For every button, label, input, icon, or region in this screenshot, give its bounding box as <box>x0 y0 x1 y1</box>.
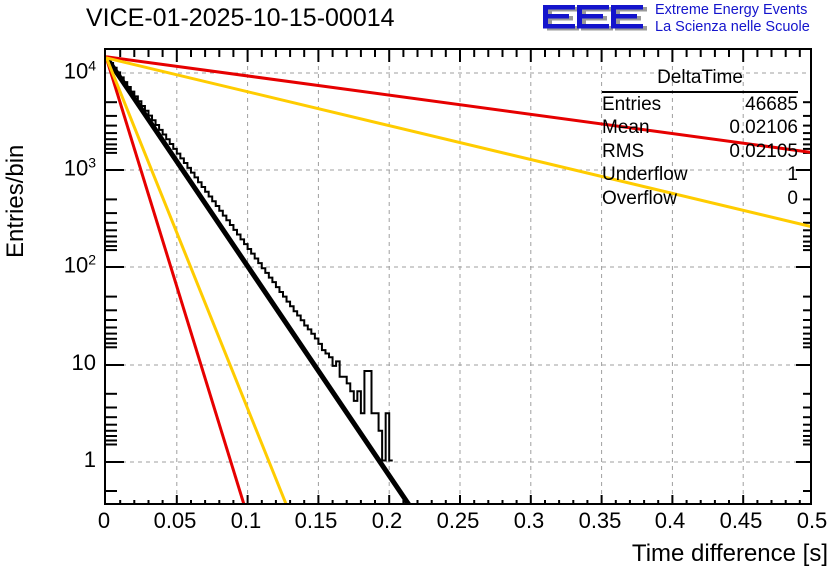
stats-label-underflow: Underflow <box>602 164 688 185</box>
x-tick-005: 0.05 <box>153 508 197 533</box>
x-tick-01: 0.1 <box>230 508 262 533</box>
eee-logo-line1: Extreme Energy Events <box>655 2 808 18</box>
y-tick-1e2: 102 <box>63 251 96 278</box>
y-tick-1e4: 104 <box>63 57 96 84</box>
ticks-log-minor <box>106 101 810 492</box>
y-tick-1: 1 <box>83 447 96 472</box>
data-curves <box>106 55 810 503</box>
fit-line-reference-red-shallow <box>106 55 810 154</box>
fit-line-reference-yellow-shallow <box>106 56 810 228</box>
eee-logo-text: Extreme Energy Events La Scienza nelle S… <box>655 2 810 36</box>
eee-mark-icon <box>543 5 647 31</box>
x-axis-title: Time difference [s] <box>631 540 828 567</box>
stats-box: DeltaTime Entries 46685 Mean 0.02106 RMS… <box>602 66 798 210</box>
stats-label-entries: Entries <box>602 93 662 115</box>
x-tick-03: 0.3 <box>513 508 545 533</box>
x-tick-05: 0.5 <box>796 508 828 533</box>
x-tick-04: 0.4 <box>654 508 686 533</box>
x-tick-02: 0.2 <box>371 508 403 533</box>
fit-line-reference-yellow-steep <box>106 56 288 503</box>
x-tick-035: 0.35 <box>578 508 622 533</box>
grid-horizontal <box>106 72 810 463</box>
x-tick-0: 0 <box>97 508 111 533</box>
x-tick-025: 0.25 <box>436 508 480 533</box>
eee-logo: Extreme Energy Events La Scienza nelle S… <box>541 2 833 38</box>
stats-row-mean: Mean 0.02106 <box>602 116 798 140</box>
stats-label-mean: Mean <box>602 117 650 138</box>
x-tick-045: 0.45 <box>719 508 763 533</box>
stats-row-entries: Entries 46685 <box>602 93 798 117</box>
stats-value-underflow: 1 <box>787 164 798 185</box>
fit-line-fit-black <box>106 55 411 503</box>
fit-line-reference-red-steep <box>106 56 246 503</box>
y-tick-10: 10 <box>71 350 96 375</box>
stats-title: DeltaTime <box>602 66 798 93</box>
stats-value-mean: 0.02106 <box>729 117 798 138</box>
stats-label-rms: RMS <box>602 140 645 162</box>
page-title: VICE-01-2025-10-15-00014 <box>86 4 395 32</box>
ticks-top <box>119 50 801 62</box>
stats-value-overflow: 0 <box>787 187 798 209</box>
stats-row-underflow: Underflow 1 <box>602 163 798 187</box>
stats-row-overflow: Overflow 0 <box>602 187 798 211</box>
plot-canvas <box>106 50 810 503</box>
stats-label-overflow: Overflow <box>602 187 677 209</box>
y-tick-1e3: 103 <box>63 154 96 181</box>
ticks-bottom <box>119 495 801 503</box>
x-tick-015: 0.15 <box>294 508 338 533</box>
eee-logo-line2: La Scienza nelle Scuole <box>655 19 810 35</box>
plot-frame <box>104 48 812 505</box>
histogram-steps <box>106 56 393 462</box>
stats-value-entries: 46685 <box>745 93 798 115</box>
y-axis-title: Entries/bin <box>2 144 29 258</box>
stats-row-rms: RMS 0.02105 <box>602 140 798 164</box>
stats-value-rms: 0.02105 <box>729 140 798 162</box>
